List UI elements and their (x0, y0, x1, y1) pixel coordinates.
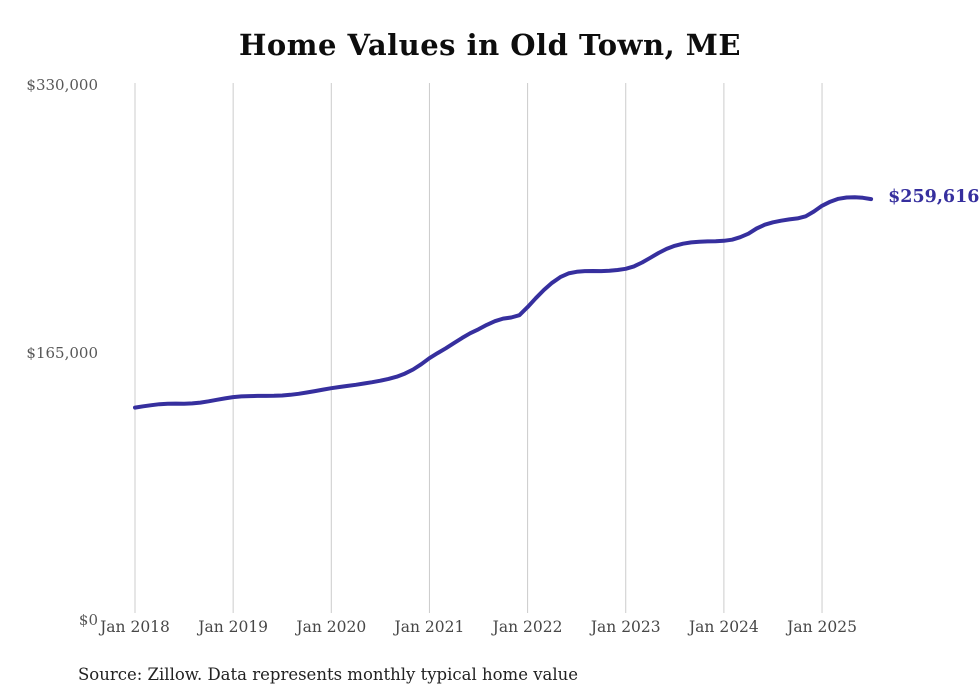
x-tick-label: Jan 2020 (296, 618, 367, 636)
last-value-label: $259,616 (888, 187, 980, 208)
home-value-line (133, 195, 874, 410)
x-tick-label: Jan 2025 (787, 618, 857, 636)
x-tick-label: Jan 2022 (492, 618, 563, 636)
x-tick-label: Jan 2019 (198, 618, 269, 636)
x-tick-label: Jan 2018 (100, 618, 170, 636)
x-tick-label: Jan 2021 (394, 618, 465, 636)
chart-title: Home Values in Old Town, ME (239, 28, 741, 62)
y-tick-label: $165,000 (26, 343, 98, 362)
x-tick-label: Jan 2024 (688, 618, 759, 636)
y-tick-label: $330,000 (26, 76, 98, 94)
y-tick-label: $0 (78, 611, 98, 629)
x-tick-label: Jan 2023 (590, 618, 661, 636)
source-note: Source: Zillow. Data represents monthly … (78, 665, 579, 684)
